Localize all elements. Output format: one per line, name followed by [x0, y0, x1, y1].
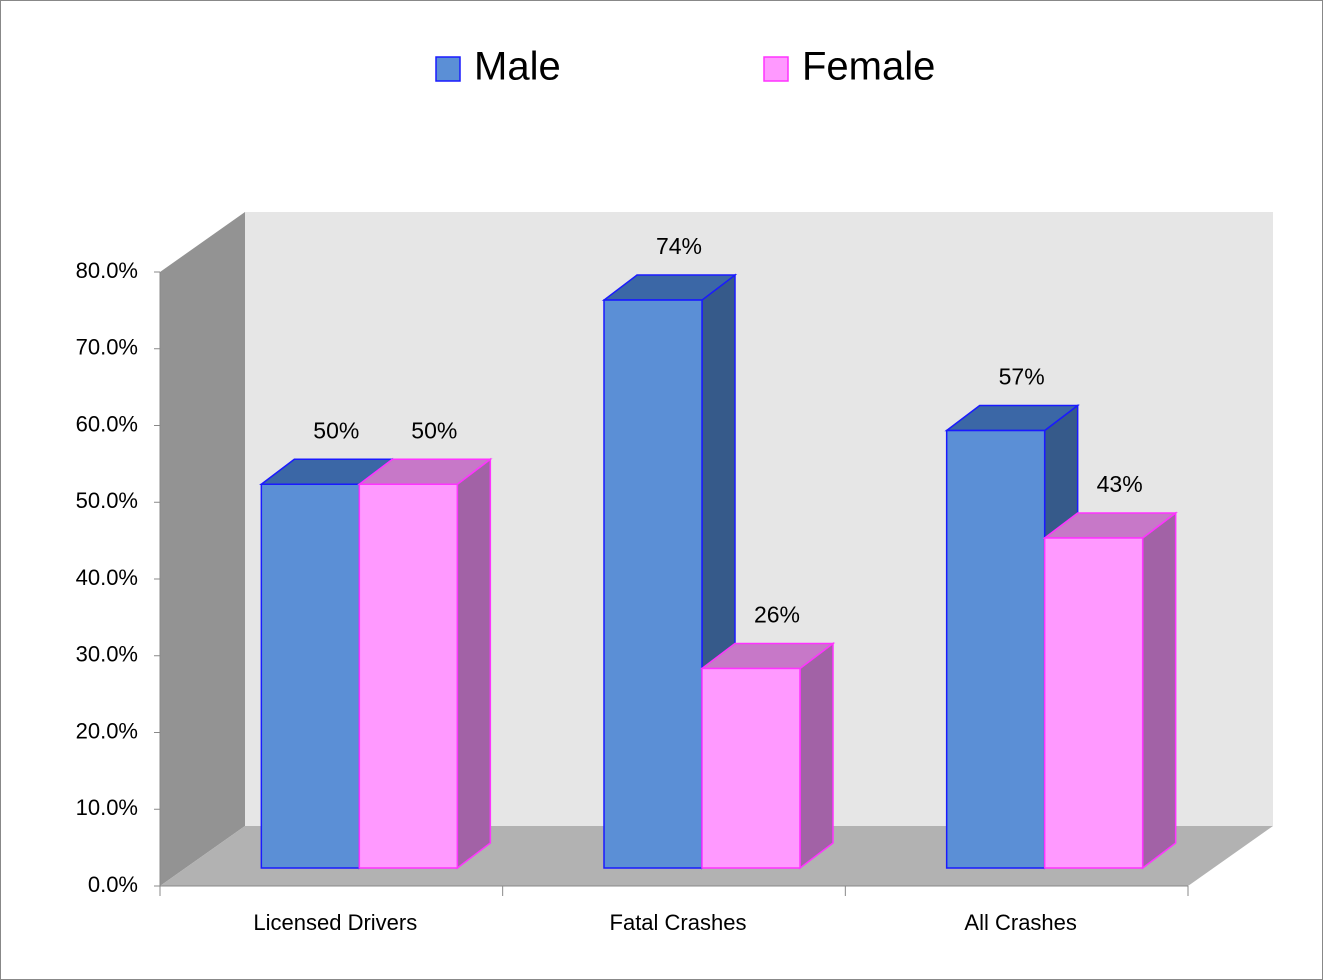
- bar: [1043, 537, 1144, 869]
- bar-side: [456, 457, 492, 870]
- y-tick-label: 80.0%: [76, 258, 138, 283]
- y-tick-label: 70.0%: [76, 335, 138, 360]
- x-tick-label: Licensed Drivers: [253, 910, 417, 935]
- side-wall: [160, 212, 245, 886]
- x-tick-label: All Crashes: [964, 910, 1076, 935]
- y-tick-label: 20.0%: [76, 718, 138, 743]
- x-tick-label: Fatal Crashes: [610, 910, 747, 935]
- bar: [358, 483, 459, 869]
- value-label: 50%: [411, 417, 457, 443]
- y-tick-label: 10.0%: [76, 795, 138, 820]
- bar: [701, 667, 801, 869]
- value-label: 50%: [313, 417, 359, 443]
- legend-label: Female: [802, 45, 935, 89]
- bar: [260, 483, 361, 869]
- value-label: 43%: [1097, 471, 1143, 497]
- value-label: 26%: [754, 602, 800, 628]
- value-label: 57%: [999, 364, 1045, 390]
- legend-swatch: [763, 56, 789, 82]
- y-tick-label: 40.0%: [76, 565, 138, 590]
- bar: [945, 429, 1046, 869]
- bar-side: [1141, 511, 1177, 870]
- value-label: 74%: [656, 233, 702, 259]
- legend-swatch: [435, 56, 461, 82]
- legend-label: Male: [474, 45, 561, 89]
- y-tick-label: 60.0%: [76, 411, 138, 436]
- y-tick-label: 30.0%: [76, 642, 138, 667]
- bar: [603, 299, 703, 869]
- bar-side: [799, 641, 834, 870]
- y-tick-label: 50.0%: [76, 488, 138, 513]
- y-tick-label: 0.0%: [88, 872, 138, 897]
